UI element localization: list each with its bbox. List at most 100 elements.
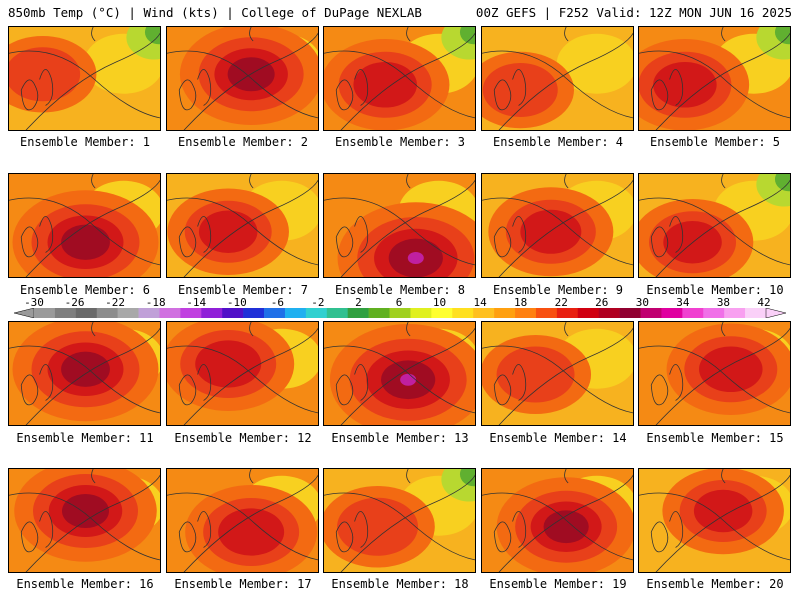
colorbar-swatch [515,308,537,318]
colorbar-swatch [473,308,495,318]
colorbar-left-arrow [14,308,35,318]
temperature-field [167,469,318,572]
ensemble-member-map [638,468,791,573]
hot-region [693,489,753,533]
colorbar-swatch [284,308,307,318]
terrain-contour [650,521,669,553]
terrain-contour [20,226,39,258]
member-label: Ensemble Member: 6 [19,283,151,297]
terrain-contour [197,69,212,106]
height-contour [183,474,318,572]
terrain-contour [512,364,527,401]
member-label: Ensemble Member: 10 [646,283,784,297]
colorbar-swatch [368,308,390,318]
temperature-field [482,174,633,277]
terrain-contour [354,511,369,548]
terrain-contour [197,364,212,401]
height-contour [498,32,633,130]
height-contour [340,474,475,572]
colorbar-swatch [703,308,725,318]
coastline [721,27,726,42]
colorbar-swatch [201,308,223,318]
coastline [406,27,411,42]
terrain-contour [493,374,512,406]
height-contour [498,179,633,277]
height-contour [639,50,790,119]
hot-core [407,252,424,264]
temperature-field [324,469,475,572]
ensemble-member-map [166,26,319,131]
coastline [91,322,96,337]
warm-region [496,346,575,403]
height-contour [167,345,318,414]
colorbar-swatch [619,308,641,318]
terrain-contour [669,511,684,548]
colorbar-swatch [75,308,98,318]
height-contour [498,474,633,572]
member-label: Ensemble Member: 2 [177,135,309,149]
ensemble-member-map [166,468,319,573]
colorbar-tick-label: -18 [145,296,166,309]
ensemble-member-map [481,321,634,426]
ensemble-member-map [8,321,161,426]
member-label: Ensemble Member: 12 [174,431,312,445]
height-contour [167,50,318,119]
colorbar-tick-label: 10 [432,296,447,309]
temperature-field [324,174,475,277]
ensemble-member-map [638,173,791,278]
coastline [249,322,254,337]
hot-region [353,61,417,108]
ensemble-member-map [481,173,634,278]
height-contour [167,197,318,266]
hot-region [62,494,109,528]
colorbar-tick-label: 38 [716,296,731,309]
ensemble-member-map [166,321,319,426]
temperature-field [167,174,318,277]
member-label: Ensemble Member: 8 [334,283,466,297]
member-label: Ensemble Member: 11 [16,431,154,445]
coastline [564,322,569,337]
colorbar-swatch [180,308,202,318]
colorbar-swatch [138,308,160,318]
temperature-field [482,469,633,572]
coastline [564,27,569,42]
terrain-contour [512,216,527,253]
colorbar-swatch [431,308,453,318]
member-label: Ensemble Member: 20 [646,577,784,591]
height-contour [183,179,318,277]
terrain-contour [39,364,54,401]
colorbar-tick-label: 2 [355,296,362,309]
ensemble-member-map [638,321,791,426]
colorbar-tick-label: 30 [635,296,649,309]
colorbar-swatch [243,308,265,318]
colorbar-swatch [682,308,704,318]
terrain-contour [493,521,512,553]
warm-region [482,63,558,117]
temperature-colorbar [14,308,786,318]
colorbar-swatch [159,308,181,318]
terrain-contour [20,79,39,111]
temperature-field [482,322,633,425]
member-label: Ensemble Member: 19 [489,577,627,591]
colorbar-tick-label: -30 [24,296,44,309]
height-contour [655,179,790,277]
hot-region [218,508,285,556]
coastline [249,174,254,189]
member-label: Ensemble Member: 13 [331,431,469,445]
member-label: Ensemble Member: 17 [174,577,312,591]
temperature-field [639,27,790,130]
hot-region [653,61,717,108]
coastline [406,469,411,484]
member-label: Ensemble Member: 9 [492,283,624,297]
temperature-field [639,469,790,572]
colorbar-tick-label: 18 [514,296,528,309]
ensemble-member-map [481,26,634,131]
colorbar-swatch [745,308,767,318]
coastline [249,27,254,42]
colorbar-swatch [640,308,662,318]
height-contour [25,474,160,572]
member-label: Ensemble Member: 3 [334,135,466,149]
colorbar-tick-label: 26 [595,296,609,309]
height-contour [482,197,633,266]
colorbar-tick-label: 6 [395,296,403,309]
